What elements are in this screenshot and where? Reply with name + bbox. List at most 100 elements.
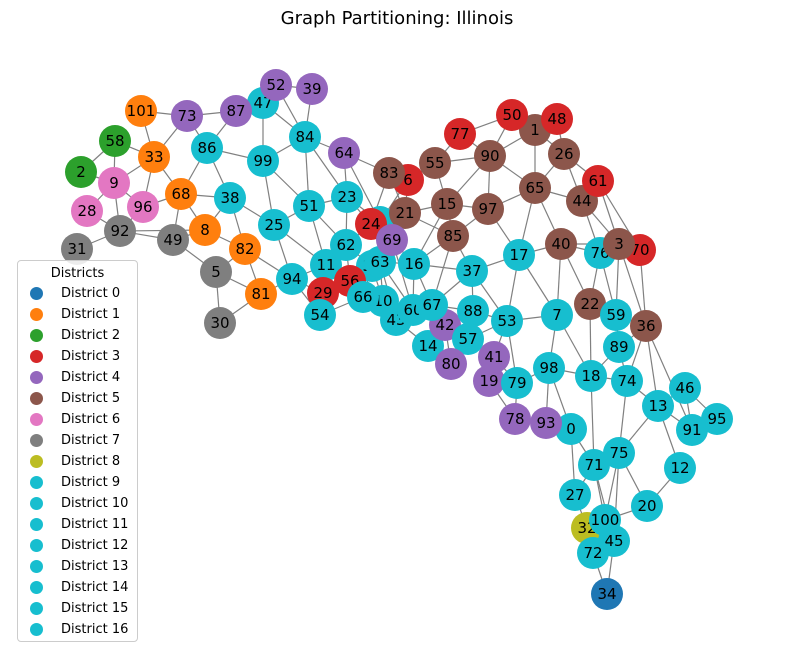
- node-circle: [258, 209, 290, 241]
- node-label: 87: [226, 102, 245, 120]
- node-label: 51: [299, 197, 318, 215]
- node-label: 3: [614, 235, 624, 253]
- node-circle: [328, 137, 360, 169]
- node-label: 19: [479, 372, 498, 390]
- node-label: 93: [536, 414, 555, 432]
- node-label: 22: [580, 295, 599, 313]
- node-label: 67: [422, 296, 441, 314]
- node-68: 68: [165, 178, 197, 210]
- node-circle: [437, 220, 469, 252]
- node-2: 2: [65, 156, 97, 188]
- legend-item: District 1: [18, 304, 137, 325]
- node-20: 20: [631, 490, 663, 522]
- legend-item: District 3: [18, 346, 137, 367]
- node-circle: [191, 132, 223, 164]
- node-87: 87: [220, 95, 252, 127]
- node-label: 2: [76, 163, 86, 181]
- legend-item: District 4: [18, 367, 137, 388]
- node-label: 41: [484, 348, 503, 366]
- node-label: 72: [583, 544, 602, 562]
- node-71: 71: [578, 449, 610, 481]
- node-label: 99: [253, 152, 272, 170]
- node-75: 75: [603, 437, 635, 469]
- node-circle: [214, 182, 246, 214]
- node-5: 5: [200, 256, 232, 288]
- node-label: 33: [144, 148, 163, 166]
- node-circle: [125, 95, 157, 127]
- legend-label: District 9: [61, 475, 121, 490]
- node-11: 11: [310, 249, 342, 281]
- legend-marker: [30, 518, 43, 531]
- node-circle: [389, 197, 421, 229]
- node-circle: [474, 140, 506, 172]
- node-26: 26: [548, 138, 580, 170]
- node-89: 89: [603, 331, 635, 363]
- node-circle: [229, 233, 261, 265]
- node-circle: [575, 360, 607, 392]
- node-circle: [478, 341, 510, 373]
- node-circle: [676, 414, 708, 446]
- legend-item: District 13: [18, 556, 137, 577]
- node-80: 80: [435, 348, 467, 380]
- node-label: 29: [313, 284, 332, 302]
- node-23: 23: [331, 181, 363, 213]
- node-label: 94: [282, 270, 301, 288]
- node-96: 96: [127, 191, 159, 223]
- node-label: 14: [418, 337, 437, 355]
- node-circle: [603, 331, 635, 363]
- node-61: 61: [582, 165, 614, 197]
- node-label: 98: [539, 359, 558, 377]
- node-label: 75: [609, 444, 628, 462]
- node-label: 65: [525, 179, 544, 197]
- node-circle: [541, 299, 573, 331]
- legend-marker: [30, 434, 43, 447]
- node-53: 53: [491, 305, 523, 337]
- node-label: 18: [581, 367, 600, 385]
- node-label: 91: [682, 421, 701, 439]
- node-label: 17: [509, 246, 528, 264]
- node-73: 73: [171, 100, 203, 132]
- node-label: 71: [584, 456, 603, 474]
- legend-item: District 11: [18, 514, 137, 535]
- node-label: 101: [127, 102, 156, 120]
- node-circle: [296, 73, 328, 105]
- node-label: 54: [310, 306, 329, 324]
- node-circle: [310, 249, 342, 281]
- node-85: 85: [437, 220, 469, 252]
- legend-item: District 15: [18, 598, 137, 619]
- legend-marker: [30, 392, 43, 405]
- legend-label: District 3: [61, 349, 121, 364]
- legend-label: District 11: [61, 517, 129, 532]
- legend-item: District 9: [18, 472, 137, 493]
- node-label: 49: [163, 231, 182, 249]
- node-22: 22: [574, 288, 606, 320]
- node-19: 19: [473, 365, 505, 397]
- node-101: 101: [125, 95, 157, 127]
- node-49: 49: [157, 224, 189, 256]
- node-circle: [530, 407, 562, 439]
- legend-label: District 6: [61, 412, 121, 427]
- node-circle: [419, 147, 451, 179]
- node-circle: [491, 305, 523, 337]
- node-circle: [376, 224, 408, 256]
- node-circle: [533, 352, 565, 384]
- node-34: 34: [591, 578, 623, 610]
- node-circle: [664, 452, 696, 484]
- chart-title: Graph Partitioning: Illinois: [281, 8, 514, 29]
- node-59: 59: [600, 299, 632, 331]
- node-circle: [591, 578, 623, 610]
- node-circle: [330, 229, 362, 261]
- node-38: 38: [214, 182, 246, 214]
- node-label: 88: [463, 302, 482, 320]
- node-circle: [501, 367, 533, 399]
- node-33: 33: [138, 141, 170, 173]
- node-circle: [669, 372, 701, 404]
- node-84: 84: [289, 121, 321, 153]
- legend-label: District 5: [61, 391, 121, 406]
- legend-label: District 14: [61, 580, 129, 595]
- legend-marker: [30, 476, 43, 489]
- legend-item: District 5: [18, 388, 137, 409]
- node-label: 55: [425, 154, 444, 172]
- legend-label: District 2: [61, 328, 121, 343]
- legend-item: District 7: [18, 430, 137, 451]
